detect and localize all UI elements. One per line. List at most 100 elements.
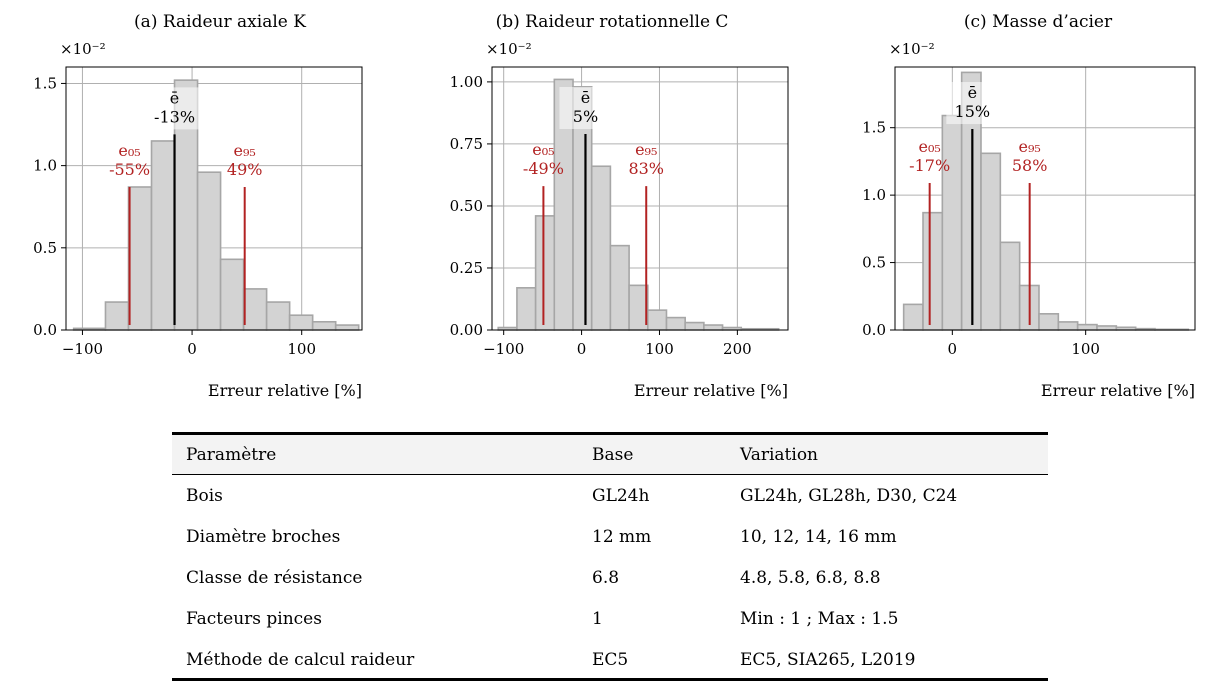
- mean-value-label: 5%: [573, 107, 598, 126]
- mean-value-label: -13%: [154, 107, 195, 126]
- histogram-bar: [534, 215, 556, 331]
- table-row: Diamètre broches 12 mm 10, 12, 14, 16 mm: [172, 516, 1048, 557]
- mean-symbol-label: ē: [581, 88, 590, 107]
- y-tick-label: 0.5: [33, 239, 57, 257]
- quantile-value-label: -55%: [109, 160, 150, 179]
- histogram-bar: [684, 321, 705, 331]
- quantile-symbol-label: e₀₅: [919, 137, 941, 156]
- histogram-bar: [590, 165, 612, 331]
- cell-variation: GL24h, GL28h, D30, C24: [740, 486, 958, 506]
- axes-frame: [894, 66, 1196, 331]
- cell-parametre: Classe de résistance: [186, 568, 363, 588]
- y-tick-label: 0.0: [862, 321, 886, 339]
- quantile-symbol-label: e₉₅: [1019, 137, 1041, 156]
- y-tick-label: 1.5: [33, 74, 57, 92]
- cell-parametre: Facteurs pinces: [186, 609, 322, 629]
- y-axis-multiplier: ×10⁻²: [889, 40, 935, 58]
- quantile-value-label: 83%: [628, 159, 664, 178]
- y-tick-label: 0.75: [450, 135, 483, 153]
- histogram-bar: [1057, 321, 1079, 331]
- x-tick-label: 0: [948, 340, 958, 358]
- x-tick-label: 200: [723, 340, 752, 358]
- histogram-bar: [150, 140, 176, 331]
- mean-label-bg: [559, 86, 612, 129]
- histogram-bar: [941, 114, 963, 331]
- histogram-bar: [902, 303, 924, 331]
- histogram-bar: [922, 211, 944, 331]
- y-tick-label: 1.00: [450, 73, 483, 91]
- quantile-value-label: 58%: [1012, 156, 1048, 175]
- quantile-symbol-label: e₀₅: [118, 141, 140, 160]
- histogram-bar: [628, 284, 649, 331]
- mean-label-bg: [148, 87, 201, 130]
- y-axis-multiplier: ×10⁻²: [60, 40, 106, 58]
- cell-base: GL24h: [592, 486, 650, 506]
- histogram-bar: [999, 241, 1021, 331]
- cell-variation: EC5, SIA265, L2019: [726, 639, 1048, 681]
- y-tick-label: 1.5: [862, 119, 886, 137]
- cell-base: 1: [592, 609, 603, 629]
- x-axis-label: Erreur relative [%]: [208, 381, 362, 400]
- x-tick-label: −100: [62, 340, 103, 358]
- histogram-bar: [1076, 323, 1098, 331]
- cell-variation: Min : 1 ; Max : 1.5: [740, 609, 899, 629]
- histogram-bar: [288, 314, 314, 331]
- histogram-bar: [242, 288, 268, 331]
- x-tick-label: 0: [577, 340, 587, 358]
- axes-frame: [491, 66, 789, 331]
- cell-parametre: Diamètre broches: [186, 527, 341, 547]
- table-row: Bois GL24h GL24h, GL28h, D30, C24: [172, 475, 1048, 517]
- table-row: Classe de résistance 6.8 4.8, 5.8, 6.8, …: [172, 557, 1048, 598]
- histogram-bar: [311, 320, 337, 331]
- histogram-bar: [1038, 313, 1060, 331]
- histogram-bar: [334, 324, 360, 331]
- y-axis-multiplier: ×10⁻²: [486, 40, 532, 58]
- x-tick-label: 100: [1071, 340, 1100, 358]
- histogram-bar: [127, 186, 153, 331]
- header-base: Base: [578, 432, 726, 475]
- header-parametre: Paramètre: [172, 432, 578, 475]
- y-tick-label: 0.25: [450, 259, 483, 277]
- histogram-bar: [219, 258, 245, 331]
- quantile-symbol-label: e₉₅: [234, 141, 256, 160]
- table-row: Facteurs pinces 1 Min : 1 ; Max : 1.5: [172, 598, 1048, 639]
- header-variation: Variation: [726, 432, 1048, 475]
- mean-symbol-label: ē: [968, 83, 977, 102]
- y-tick-label: 0.50: [450, 197, 483, 215]
- y-tick-label: 0.00: [450, 321, 483, 339]
- x-axis-label: Erreur relative [%]: [1041, 381, 1195, 400]
- histogram-bar: [703, 324, 724, 331]
- parameter-table: Paramètre Base Variation Bois GL24h GL24…: [172, 432, 1048, 681]
- x-tick-label: 0: [187, 340, 197, 358]
- x-tick-label: 100: [287, 340, 316, 358]
- mean-symbol-label: ē: [170, 88, 179, 107]
- x-axis-label: Erreur relative [%]: [634, 381, 788, 400]
- cell-base: 6.8: [592, 568, 620, 588]
- chart-title: (b) Raideur rotationnelle C: [496, 12, 729, 32]
- quantile-value-label: -17%: [909, 156, 950, 175]
- histogram-bar: [104, 301, 130, 331]
- histogram-bar: [516, 287, 537, 331]
- table-header-row: Paramètre Base Variation: [172, 432, 1048, 475]
- cell-parametre: Méthode de calcul raideur: [172, 639, 578, 681]
- cell-variation: 4.8, 5.8, 6.8, 8.8: [740, 568, 881, 588]
- x-tick-label: −100: [483, 340, 524, 358]
- histogram-bar: [1096, 325, 1118, 331]
- y-tick-label: 1.0: [33, 157, 57, 175]
- parameter-table-container: Paramètre Base Variation Bois GL24h GL24…: [172, 432, 1048, 681]
- quantile-symbol-label: e₉₅: [635, 140, 657, 159]
- y-tick-label: 0.5: [862, 254, 886, 272]
- mean-label-bg: [946, 82, 999, 125]
- cell-variation: 10, 12, 14, 16 mm: [740, 527, 897, 547]
- x-tick-label: 100: [645, 340, 674, 358]
- quantile-symbol-label: e₀₅: [532, 140, 554, 159]
- histogram-bar: [609, 244, 630, 331]
- chart-title: (a) Raideur axiale K: [134, 12, 306, 32]
- cell-parametre: Bois: [186, 486, 223, 506]
- chart-title: (c) Masse d’acier: [964, 12, 1113, 32]
- quantile-value-label: -49%: [523, 159, 564, 178]
